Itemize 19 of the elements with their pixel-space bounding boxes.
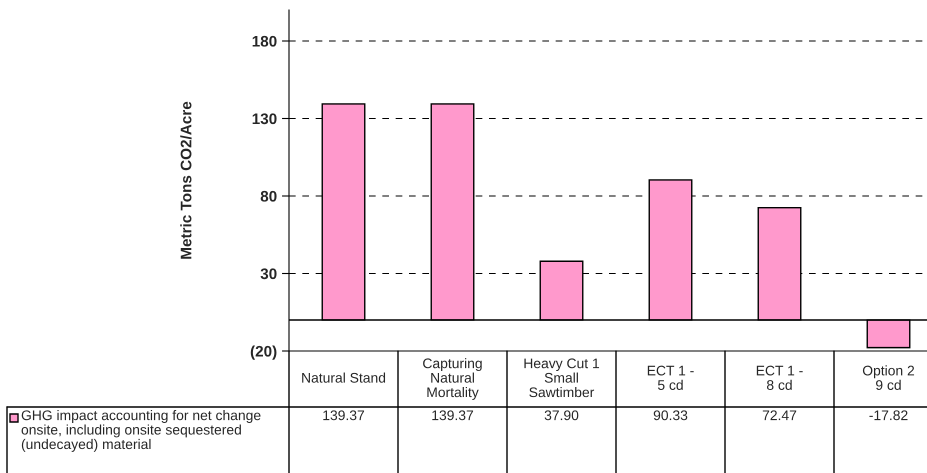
legend-label: GHG impact accounting for net change onsite, including onsite sequestered (undecayed) material [22, 410, 260, 452]
x-tick-label: Option 2 9 cd [862, 365, 914, 390]
y-tick-label: 180 [252, 36, 277, 47]
y-tick-label: (20) [250, 345, 276, 360]
y-axis-title: Metric Tons CO2/Acre [180, 102, 192, 259]
y-tick-label: 80 [260, 190, 277, 202]
data-label: -17.82 [869, 410, 908, 420]
data-label: 90.33 [654, 410, 688, 420]
data-label: 139.37 [432, 410, 474, 420]
x-tick-label: Heavy Cut 1 Small Sawtimber [524, 358, 600, 398]
data-label: 139.37 [323, 410, 364, 420]
data-label: 72.47 [762, 410, 796, 420]
data-label: 37.90 [544, 410, 578, 420]
y-tick-label: 130 [252, 113, 277, 124]
x-tick-label: ECT 1 - 5 cd [648, 366, 694, 390]
x-tick-label: Natural Stand [302, 372, 386, 383]
x-tick-label: Capturing Natural Mortality [423, 358, 482, 400]
x-tick-label: ECT 1 - 8 cd [756, 366, 803, 390]
y-tick-label: 30 [260, 268, 277, 280]
